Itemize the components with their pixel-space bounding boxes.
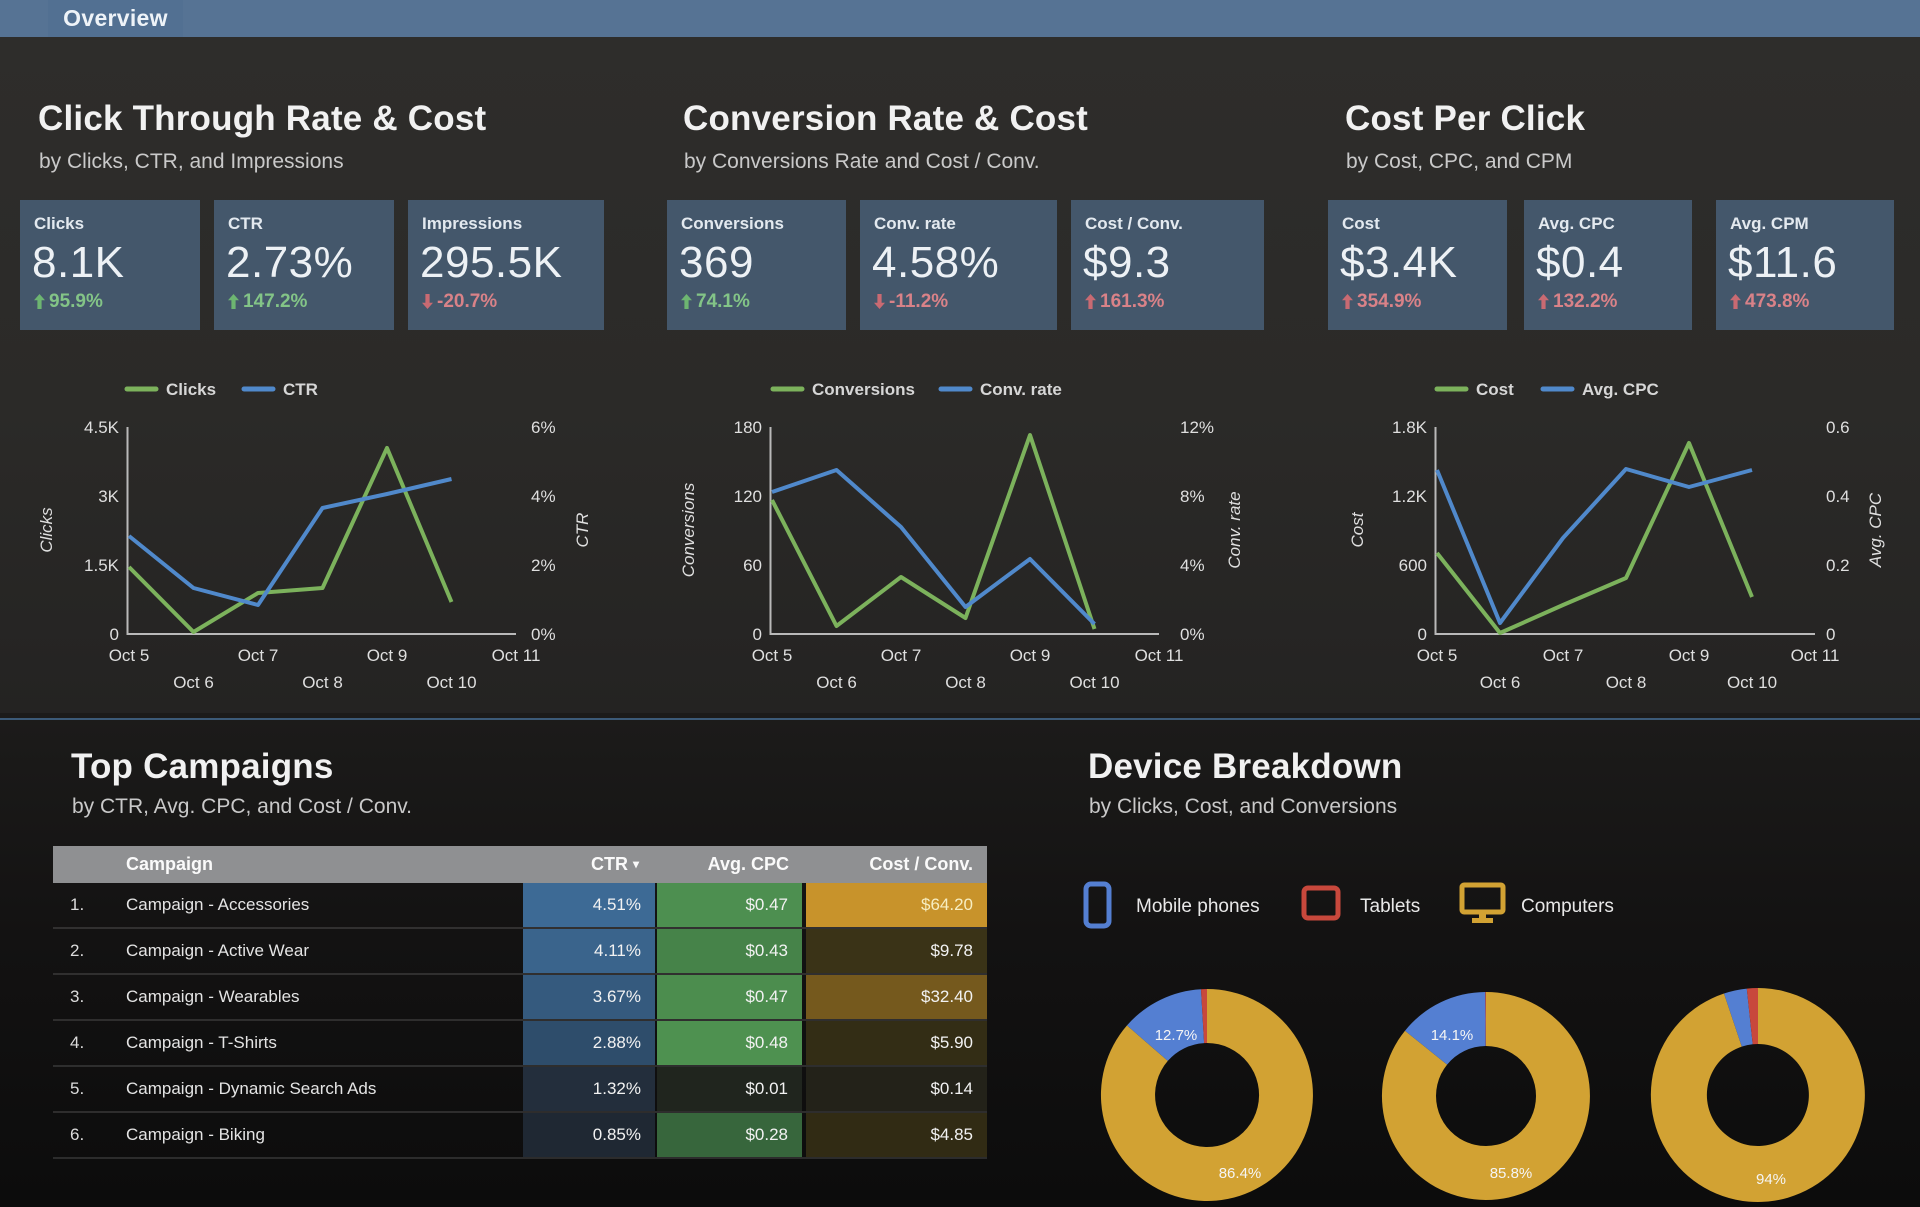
svg-text:Clicks: Clicks: [166, 380, 216, 399]
svg-text:6%: 6%: [531, 418, 556, 437]
svg-text:1.8K: 1.8K: [1392, 418, 1428, 437]
svg-text:86.4%: 86.4%: [1219, 1165, 1262, 1182]
svg-text:Oct 8: Oct 8: [1606, 673, 1647, 692]
svg-text:Conversions: Conversions: [812, 380, 915, 399]
svg-text:Conv. rate: Conv. rate: [980, 380, 1062, 399]
svg-text:180: 180: [734, 418, 762, 437]
svg-text:Oct 9: Oct 9: [1010, 646, 1051, 665]
svg-text:0: 0: [1418, 625, 1427, 644]
svg-text:Oct 10: Oct 10: [1069, 673, 1119, 692]
svg-text:CTR: CTR: [283, 380, 318, 399]
svg-text:0%: 0%: [531, 625, 556, 644]
svg-text:Oct 8: Oct 8: [302, 673, 343, 692]
svg-text:Oct 11: Oct 11: [1791, 646, 1840, 665]
svg-text:1.5K: 1.5K: [84, 556, 120, 575]
svg-text:CTR: CTR: [573, 513, 592, 548]
svg-text:1.2K: 1.2K: [1392, 487, 1428, 506]
svg-text:Oct 5: Oct 5: [109, 646, 150, 665]
svg-text:0: 0: [1826, 625, 1835, 644]
svg-text:Oct 6: Oct 6: [816, 673, 857, 692]
svg-text:12%: 12%: [1180, 418, 1214, 437]
svg-text:Oct 5: Oct 5: [752, 646, 793, 665]
svg-text:Conversions: Conversions: [679, 482, 698, 577]
svg-text:0.6: 0.6: [1826, 418, 1850, 437]
svg-text:Cost: Cost: [1476, 380, 1514, 399]
svg-text:Avg. CPC: Avg. CPC: [1866, 492, 1885, 568]
svg-text:3K: 3K: [98, 487, 119, 506]
svg-text:Oct 11: Oct 11: [492, 646, 541, 665]
svg-text:Oct 9: Oct 9: [367, 646, 408, 665]
svg-text:0%: 0%: [1180, 625, 1205, 644]
svg-text:600: 600: [1399, 556, 1427, 575]
svg-text:Oct 10: Oct 10: [426, 673, 476, 692]
svg-text:Oct 7: Oct 7: [1543, 646, 1584, 665]
svg-text:8%: 8%: [1180, 487, 1205, 506]
svg-text:Oct 10: Oct 10: [1727, 673, 1777, 692]
svg-text:Oct 8: Oct 8: [945, 673, 986, 692]
svg-text:14.1%: 14.1%: [1431, 1027, 1474, 1044]
svg-text:0: 0: [753, 625, 762, 644]
svg-text:Oct 7: Oct 7: [238, 646, 279, 665]
svg-text:4%: 4%: [1180, 556, 1205, 575]
svg-text:4.5K: 4.5K: [84, 418, 120, 437]
svg-text:0: 0: [110, 625, 119, 644]
svg-text:0.2: 0.2: [1826, 556, 1850, 575]
svg-text:Oct 11: Oct 11: [1135, 646, 1184, 665]
svg-text:Oct 6: Oct 6: [173, 673, 214, 692]
svg-text:Oct 6: Oct 6: [1480, 673, 1521, 692]
svg-text:Oct 5: Oct 5: [1417, 646, 1458, 665]
svg-text:Clicks: Clicks: [37, 507, 56, 553]
svg-text:120: 120: [734, 487, 762, 506]
svg-text:94%: 94%: [1756, 1171, 1786, 1188]
svg-text:12.7%: 12.7%: [1155, 1027, 1198, 1044]
svg-text:Cost: Cost: [1348, 511, 1367, 547]
svg-text:Conv. rate: Conv. rate: [1225, 491, 1244, 568]
svg-text:0.4: 0.4: [1826, 487, 1850, 506]
svg-text:Oct 7: Oct 7: [881, 646, 922, 665]
svg-text:2%: 2%: [531, 556, 556, 575]
svg-text:Avg. CPC: Avg. CPC: [1582, 380, 1659, 399]
svg-text:60: 60: [743, 556, 762, 575]
svg-text:85.8%: 85.8%: [1490, 1165, 1533, 1182]
svg-text:4%: 4%: [531, 487, 556, 506]
svg-text:Oct 9: Oct 9: [1669, 646, 1710, 665]
